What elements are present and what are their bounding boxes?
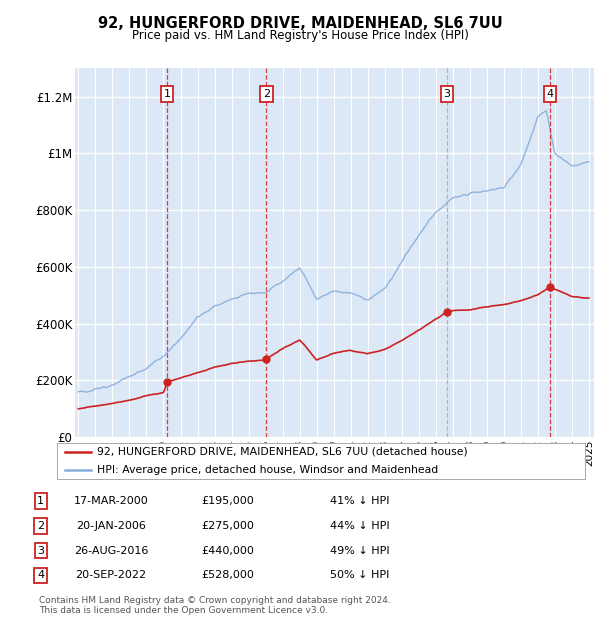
Text: 92, HUNGERFORD DRIVE, MAIDENHEAD, SL6 7UU: 92, HUNGERFORD DRIVE, MAIDENHEAD, SL6 7U… — [98, 16, 502, 31]
Text: 20-SEP-2022: 20-SEP-2022 — [76, 570, 146, 580]
Text: 1: 1 — [164, 89, 170, 99]
Text: 3: 3 — [37, 546, 44, 556]
Text: 2: 2 — [37, 521, 44, 531]
Text: 92, HUNGERFORD DRIVE, MAIDENHEAD, SL6 7UU (detached house): 92, HUNGERFORD DRIVE, MAIDENHEAD, SL6 7U… — [97, 446, 467, 457]
Text: 44% ↓ HPI: 44% ↓ HPI — [330, 521, 390, 531]
Text: 41% ↓ HPI: 41% ↓ HPI — [330, 496, 390, 506]
Text: 2: 2 — [263, 89, 270, 99]
Text: 50% ↓ HPI: 50% ↓ HPI — [331, 570, 389, 580]
Text: 4: 4 — [547, 89, 554, 99]
Text: £528,000: £528,000 — [202, 570, 254, 580]
Text: 4: 4 — [37, 570, 44, 580]
Text: Price paid vs. HM Land Registry's House Price Index (HPI): Price paid vs. HM Land Registry's House … — [131, 30, 469, 42]
Text: 1: 1 — [37, 496, 44, 506]
Text: £440,000: £440,000 — [202, 546, 254, 556]
Text: £275,000: £275,000 — [202, 521, 254, 531]
Text: Contains HM Land Registry data © Crown copyright and database right 2024.
This d: Contains HM Land Registry data © Crown c… — [39, 596, 391, 615]
Text: 20-JAN-2006: 20-JAN-2006 — [76, 521, 146, 531]
Text: 26-AUG-2016: 26-AUG-2016 — [74, 546, 148, 556]
Text: HPI: Average price, detached house, Windsor and Maidenhead: HPI: Average price, detached house, Wind… — [97, 464, 438, 475]
Text: 3: 3 — [443, 89, 451, 99]
Text: £195,000: £195,000 — [202, 496, 254, 506]
Text: 17-MAR-2000: 17-MAR-2000 — [74, 496, 148, 506]
Text: 49% ↓ HPI: 49% ↓ HPI — [330, 546, 390, 556]
